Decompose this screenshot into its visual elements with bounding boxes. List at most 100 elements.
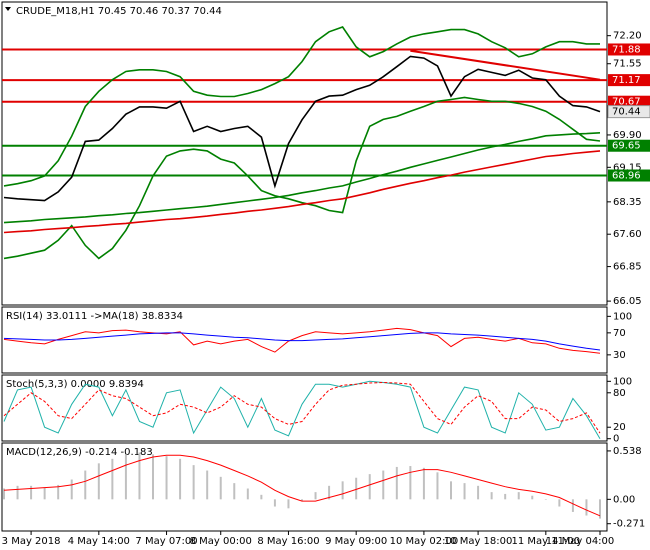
histogram-bar: [16, 485, 19, 500]
level-label: 71.88: [612, 44, 641, 55]
panel-title: Stoch(5,3,3) 0.0000 9.8394: [6, 379, 144, 390]
level-label: 70.67: [612, 97, 641, 108]
histogram-bar: [233, 483, 236, 500]
series-line: [3, 55, 601, 202]
histogram-bar: [477, 485, 480, 500]
histogram-bar: [341, 481, 344, 500]
histogram-bar: [517, 492, 520, 500]
histogram-bar: [355, 477, 358, 500]
level-label: 69.65: [612, 141, 641, 152]
histogram-bar: [328, 485, 331, 500]
y-tick-label: 80: [613, 388, 626, 399]
level-label-bg: [608, 95, 650, 108]
x-tick-label: 8 May 16:00: [257, 536, 319, 547]
rsi-panel: [1, 306, 608, 374]
histogram-bar: [192, 465, 195, 500]
y-tick-label: 66.05: [613, 296, 642, 307]
histogram-bar: [138, 452, 141, 500]
level-label-bg: [608, 169, 650, 182]
histogram-bar: [84, 470, 87, 500]
histogram-bar: [273, 499, 276, 507]
series-line: [3, 150, 601, 234]
menu-icon: [5, 7, 11, 11]
y-tick-label: 0.00: [613, 494, 635, 505]
stoch-panel: [1, 374, 608, 442]
histogram-bar: [43, 487, 46, 500]
histogram-bar: [70, 479, 73, 500]
y-tick-label: 68.35: [613, 197, 642, 208]
series-line: [3, 26, 600, 187]
histogram-bar: [504, 493, 507, 500]
x-tick-label: 9 May 09:00: [325, 536, 387, 547]
histogram-bar: [599, 499, 601, 519]
y-tick-label: 69.90: [613, 130, 642, 141]
histogram-bar: [463, 483, 466, 500]
histogram-bar: [558, 499, 561, 507]
x-tick-label: 3 May 2018: [2, 536, 61, 547]
histogram-bar: [287, 499, 290, 509]
histogram-bar: [3, 488, 5, 500]
histogram-bar: [165, 456, 168, 500]
level-label-bg: [608, 74, 650, 87]
main-panel: [1, 1, 608, 306]
price-label-bg: [607, 105, 650, 119]
y-tick-label: 72.20: [613, 31, 642, 42]
histogram-bar: [490, 492, 493, 500]
histogram-bar: [368, 474, 371, 500]
y-tick-label: 70: [613, 328, 626, 339]
histogram-bar: [30, 485, 33, 500]
series-line: [3, 132, 601, 224]
y-tick-label: 0.538: [613, 446, 642, 457]
histogram-bar: [301, 499, 303, 502]
series-line: [3, 381, 601, 434]
histogram-bar: [585, 499, 588, 516]
x-tick-label: 11 May 11:00: [512, 536, 581, 547]
histogram-bar: [436, 472, 439, 500]
histogram-bar: [314, 492, 317, 500]
series-line: [3, 380, 601, 439]
histogram-bar: [544, 499, 547, 500]
histogram-bar: [97, 463, 100, 500]
y-tick-label: 100: [613, 376, 632, 387]
histogram-bar: [571, 499, 574, 512]
histogram-bar: [152, 454, 154, 500]
x-tick-label: 10 May 02:00: [390, 536, 459, 547]
histogram-bar: [531, 495, 534, 500]
level-label-bg: [608, 139, 650, 152]
series-line: [3, 327, 601, 354]
histogram-bar: [382, 470, 385, 500]
y-tick-label: 20: [613, 422, 626, 433]
histogram-bar: [422, 467, 425, 500]
y-tick-label: 100: [613, 311, 632, 322]
macd-panel: [1, 442, 608, 532]
level-label-bg: [608, 43, 650, 56]
x-tick-label: 10 May 18:00: [444, 536, 513, 547]
price-label: 70.44: [612, 107, 641, 118]
histogram-bar: [450, 481, 452, 500]
trend-line: [410, 49, 601, 81]
histogram-bar: [179, 458, 182, 500]
y-tick-label: 69.15: [613, 162, 642, 173]
y-tick-label: 71.55: [613, 59, 642, 70]
level-label: 71.17: [612, 75, 641, 86]
x-tick-label: 7 May 07:00: [135, 536, 197, 547]
histogram-bar: [206, 470, 209, 500]
y-tick-label: 66.85: [613, 262, 642, 273]
y-tick-label: 67.60: [613, 229, 642, 240]
series-line: [3, 332, 601, 351]
histogram-bar: [260, 494, 263, 500]
histogram-bar: [409, 466, 412, 500]
histogram-bar: [57, 484, 60, 500]
histogram-bar: [111, 458, 114, 500]
histogram-bar: [246, 488, 249, 500]
panel-title: CRUDE_M18,H1 70.45 70.46 70.37 70.44: [16, 6, 222, 17]
x-tick-label: 14 May 04:00: [546, 536, 615, 547]
series-line: [3, 454, 601, 517]
panel-title: MACD(12,26,9) -0.214 -0.183: [6, 447, 153, 458]
y-tick-label: 30: [613, 350, 626, 361]
y-tick-label: -0.271: [613, 519, 645, 530]
histogram-bar: [124, 454, 127, 500]
y-tick-label: 0: [613, 434, 619, 445]
histogram-bar: [219, 476, 222, 500]
